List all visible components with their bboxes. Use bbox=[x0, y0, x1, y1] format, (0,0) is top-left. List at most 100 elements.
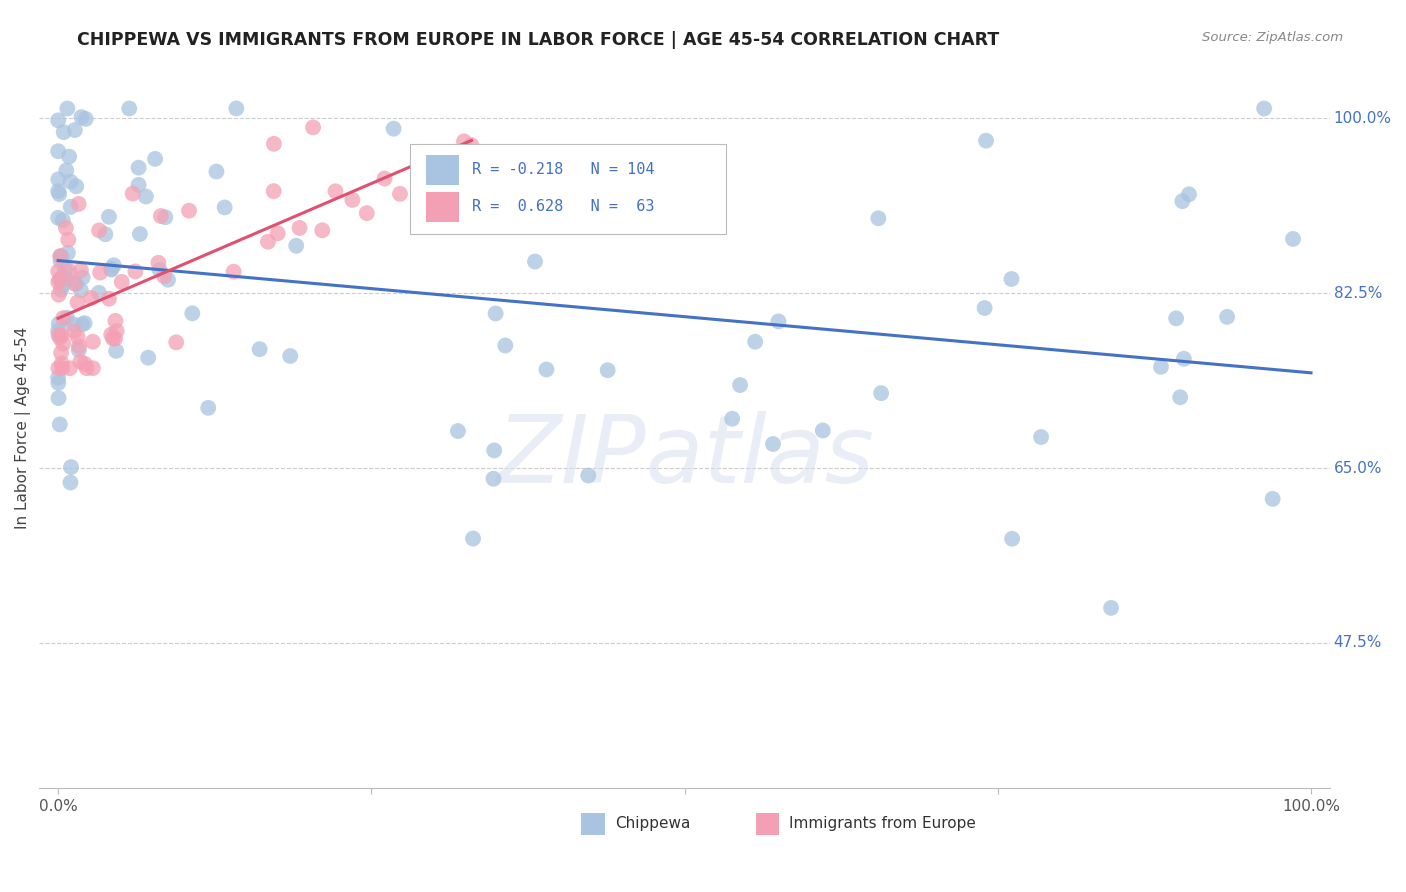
Point bbox=[342, 193, 364, 207]
Point bbox=[66, 330, 89, 344]
Point bbox=[70, 318, 93, 332]
Point bbox=[103, 258, 125, 272]
Text: 100.0%: 100.0% bbox=[1333, 111, 1392, 126]
Point bbox=[149, 209, 172, 223]
Point bbox=[48, 273, 70, 287]
Point bbox=[63, 123, 86, 137]
Point bbox=[51, 357, 73, 371]
Point bbox=[52, 311, 75, 326]
Point bbox=[136, 351, 159, 365]
Text: 82.5%: 82.5% bbox=[1333, 285, 1382, 301]
Point bbox=[111, 275, 134, 289]
Point bbox=[69, 283, 91, 297]
Point bbox=[100, 262, 122, 277]
Point bbox=[52, 125, 75, 139]
Point bbox=[100, 261, 122, 276]
Point bbox=[48, 317, 70, 331]
Point bbox=[82, 361, 104, 376]
Point bbox=[58, 233, 80, 247]
Point bbox=[225, 102, 247, 116]
Point bbox=[67, 343, 90, 357]
Point bbox=[51, 283, 73, 297]
Point bbox=[46, 370, 69, 384]
Point bbox=[1099, 600, 1122, 615]
Point bbox=[104, 332, 127, 346]
Point bbox=[51, 328, 73, 343]
Point bbox=[124, 264, 146, 278]
Point bbox=[46, 113, 69, 128]
Point bbox=[70, 110, 93, 124]
Point bbox=[721, 411, 744, 425]
Point bbox=[870, 386, 893, 401]
Point bbox=[325, 184, 347, 198]
Point bbox=[762, 437, 785, 451]
Point bbox=[66, 295, 89, 310]
Point bbox=[1000, 272, 1022, 286]
Text: Chippewa: Chippewa bbox=[614, 816, 690, 831]
Point bbox=[453, 134, 475, 148]
Point bbox=[1171, 194, 1194, 209]
Point bbox=[105, 324, 128, 338]
Point bbox=[52, 213, 75, 227]
Point bbox=[484, 443, 506, 458]
FancyBboxPatch shape bbox=[426, 154, 458, 185]
Point bbox=[285, 239, 308, 253]
Point bbox=[105, 343, 128, 358]
Point bbox=[58, 264, 80, 278]
Point bbox=[72, 270, 94, 285]
Point bbox=[56, 310, 79, 325]
Point bbox=[278, 349, 301, 363]
Point bbox=[48, 328, 70, 343]
Point bbox=[46, 324, 69, 338]
Point bbox=[46, 211, 69, 225]
Point bbox=[165, 335, 187, 350]
Point bbox=[482, 472, 505, 486]
Point bbox=[73, 357, 96, 371]
Point bbox=[129, 227, 152, 241]
Point bbox=[1282, 232, 1305, 246]
Point bbox=[46, 264, 69, 278]
Text: Source: ZipAtlas.com: Source: ZipAtlas.com bbox=[1202, 31, 1343, 45]
Point bbox=[69, 354, 91, 368]
FancyBboxPatch shape bbox=[426, 192, 458, 222]
Point bbox=[214, 201, 236, 215]
Point bbox=[974, 134, 997, 148]
Point bbox=[58, 150, 80, 164]
Point bbox=[73, 316, 96, 330]
Point bbox=[51, 249, 73, 263]
Point bbox=[59, 175, 82, 189]
Point bbox=[70, 263, 93, 277]
Point bbox=[51, 271, 73, 285]
Point bbox=[177, 203, 200, 218]
FancyBboxPatch shape bbox=[755, 813, 779, 835]
Point bbox=[121, 186, 143, 201]
Point bbox=[266, 227, 288, 241]
Point bbox=[536, 362, 558, 376]
Point bbox=[576, 468, 599, 483]
Point bbox=[149, 263, 172, 277]
Point bbox=[135, 189, 157, 203]
Point bbox=[118, 102, 141, 116]
Point bbox=[60, 460, 83, 475]
Point bbox=[48, 391, 70, 405]
Point bbox=[744, 334, 766, 349]
Point bbox=[382, 121, 405, 136]
Point bbox=[263, 184, 285, 198]
Point bbox=[484, 306, 506, 320]
Point bbox=[439, 166, 461, 180]
Point bbox=[67, 339, 90, 353]
Point bbox=[288, 220, 311, 235]
Point bbox=[94, 227, 117, 242]
Point bbox=[55, 220, 77, 235]
Text: 47.5%: 47.5% bbox=[1333, 635, 1382, 650]
Point bbox=[49, 346, 72, 360]
Point bbox=[128, 178, 150, 192]
Point bbox=[768, 314, 790, 328]
Text: Immigrants from Europe: Immigrants from Europe bbox=[789, 816, 976, 831]
Point bbox=[1178, 187, 1201, 202]
Text: 65.0%: 65.0% bbox=[1333, 460, 1382, 475]
Point bbox=[263, 136, 285, 151]
Point bbox=[46, 184, 69, 198]
Point bbox=[148, 256, 170, 270]
Point bbox=[973, 301, 995, 315]
